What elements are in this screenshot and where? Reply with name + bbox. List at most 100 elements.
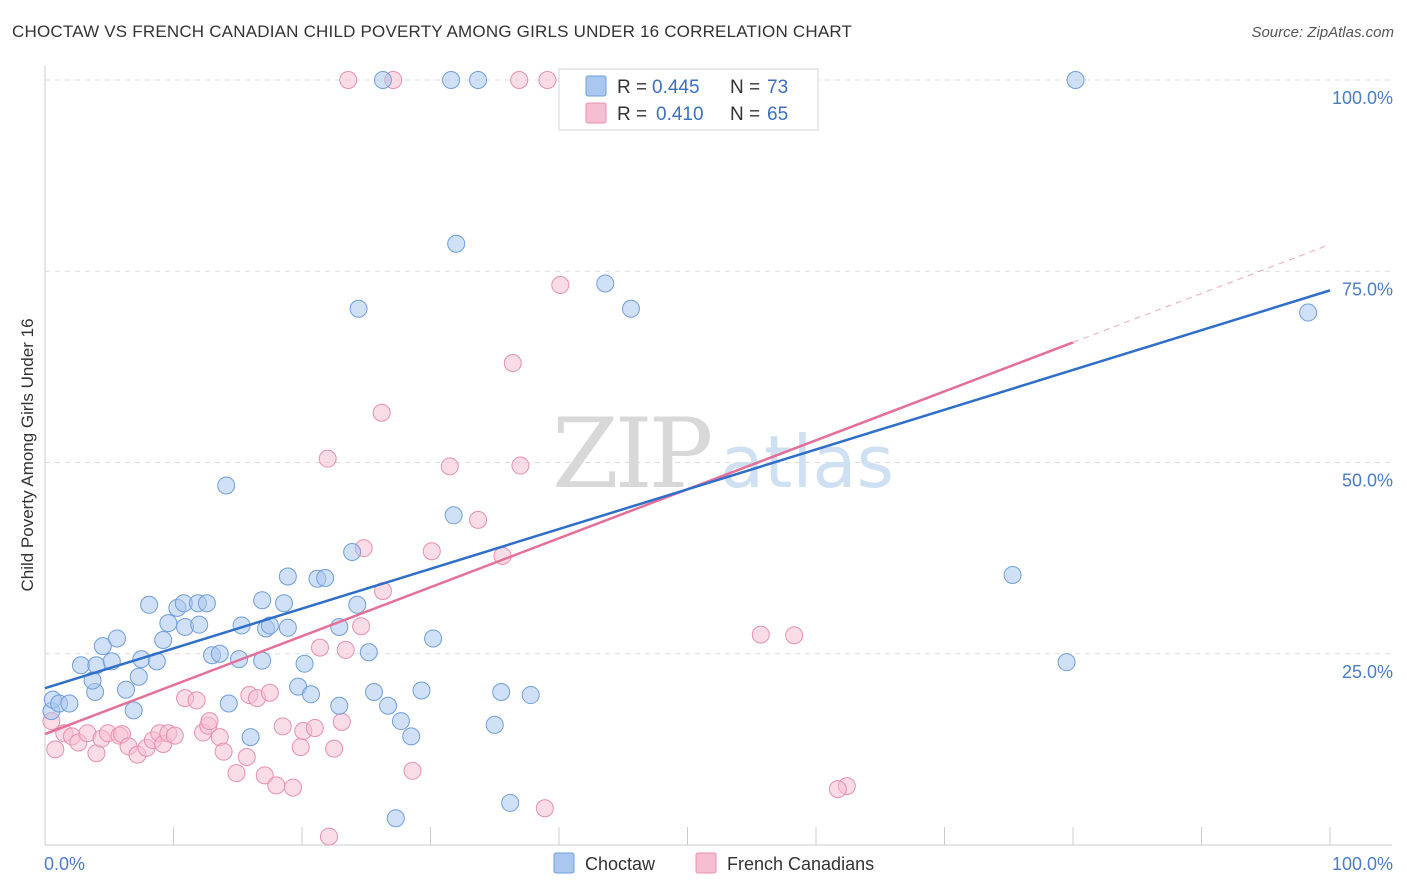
chart-source: Source: ZipAtlas.com <box>1251 24 1394 41</box>
choctaw-point <box>107 629 126 648</box>
stats-choctaw-swatch <box>585 75 607 97</box>
choctaw-point <box>159 614 178 633</box>
choctaw-point <box>278 567 297 586</box>
choctaw-point <box>275 594 294 613</box>
french-canadian-point <box>339 71 358 89</box>
french-canadian-point <box>510 71 529 89</box>
choctaw-point <box>492 683 511 701</box>
watermark-zip: ZIP <box>552 398 711 510</box>
choctaw-point <box>469 71 488 89</box>
french-canadian-point <box>332 712 351 731</box>
legend-french-label: French Canadians <box>727 854 874 874</box>
choctaw-point <box>330 696 349 715</box>
choctaw-point <box>379 696 398 715</box>
stats-french-n-label: N = <box>730 104 760 125</box>
choctaw-point <box>295 654 314 673</box>
choctaw-point <box>501 793 520 812</box>
choctaw-point <box>521 686 540 705</box>
choctaw-point <box>447 234 466 253</box>
choctaw-point <box>348 595 367 614</box>
stats-choctaw-r-value: 0.445 <box>652 77 700 98</box>
french-canadian-point <box>751 625 770 644</box>
choctaw-point <box>1003 565 1022 584</box>
choctaw-point <box>253 591 272 610</box>
french-canadian-point <box>511 456 530 475</box>
choctaw-point <box>391 712 410 731</box>
choctaw-point <box>210 644 229 663</box>
french-canadian-point <box>187 691 206 710</box>
legend-choctaw-label: Choctaw <box>585 854 656 874</box>
choctaw-point <box>1066 71 1085 89</box>
axes <box>44 66 1392 846</box>
french-canadian-point <box>291 738 310 757</box>
french-canadian-point <box>267 776 286 795</box>
french-canadian-point <box>255 766 274 785</box>
french-canadian-point <box>372 403 391 422</box>
y-tick-label: 25.0% <box>1342 662 1393 682</box>
choctaw-point <box>1057 653 1076 672</box>
french-trend-extension <box>1072 244 1331 343</box>
choctaw-point <box>343 543 362 562</box>
choctaw-point <box>485 715 504 734</box>
y-tick-labels: 25.0% 50.0% 75.0% 100.0% <box>1332 88 1393 682</box>
x-tick-label: 0.0% <box>44 854 85 874</box>
choctaw-point <box>116 680 135 699</box>
stats-box: R = 0.445 N = 73 R = 0.410 N = 65 <box>558 68 819 131</box>
french-canadian-point <box>200 712 219 731</box>
french-canadian-point <box>422 542 441 561</box>
french-canadian-point <box>551 276 570 295</box>
legend-french-swatch <box>695 852 717 874</box>
french-canadian-point <box>318 449 337 468</box>
choctaw-point <box>140 595 159 614</box>
y-tick-label: 50.0% <box>1342 471 1393 491</box>
choctaw-trend-line <box>44 289 1331 690</box>
choctaw-point <box>316 569 335 588</box>
french-canadian-point <box>785 626 804 645</box>
french-canadian-points <box>42 71 856 846</box>
choctaw-point <box>197 594 216 613</box>
choctaw-point <box>386 809 405 828</box>
stats-french-swatch <box>585 102 607 124</box>
french-canadian-point <box>352 617 371 636</box>
choctaw-point <box>124 701 143 720</box>
choctaw-point <box>154 630 173 649</box>
french-canadian-point <box>469 510 488 529</box>
french-canadian-point <box>260 683 279 702</box>
choctaw-point <box>60 694 79 713</box>
french-canadian-point <box>237 748 256 767</box>
legend: Choctaw French Canadians <box>553 852 874 874</box>
stats-choctaw-n-value: 73 <box>767 77 788 98</box>
y-axis-label: Child Poverty Among Girls Under 16 <box>18 318 37 591</box>
choctaw-point <box>219 694 238 713</box>
french-canadian-point <box>273 717 292 736</box>
french-canadian-point <box>503 354 522 373</box>
chart-title: CHOCTAW VS FRENCH CANADIAN CHILD POVERTY… <box>12 22 853 41</box>
y-tick-label: 75.0% <box>1342 279 1393 299</box>
french-canadian-point <box>214 742 233 761</box>
french-canadian-point <box>284 778 303 797</box>
choctaw-point <box>217 476 236 495</box>
choctaw-point <box>129 667 148 686</box>
french-canadian-point <box>227 764 246 783</box>
trend-lines <box>44 244 1331 736</box>
stats-french-n-value: 65 <box>767 104 788 125</box>
choctaw-point <box>93 637 112 656</box>
choctaw-point <box>241 728 260 747</box>
choctaw-point <box>424 629 443 648</box>
choctaw-point <box>359 643 378 662</box>
french-canadian-point <box>336 640 355 659</box>
french-canadian-point <box>165 726 184 745</box>
choctaw-point <box>83 671 102 690</box>
y-tick-label: 100.0% <box>1332 88 1393 108</box>
stats-french-r-label: R = <box>617 104 647 125</box>
choctaw-point <box>278 618 297 637</box>
choctaw-point <box>301 685 320 704</box>
french-canadian-point <box>403 761 422 780</box>
grid-lines <box>45 79 1392 655</box>
choctaw-point <box>1299 303 1318 322</box>
choctaw-point <box>364 683 383 701</box>
choctaw-point <box>402 727 421 746</box>
choctaw-point <box>373 71 392 89</box>
french-canadian-point <box>440 457 459 476</box>
